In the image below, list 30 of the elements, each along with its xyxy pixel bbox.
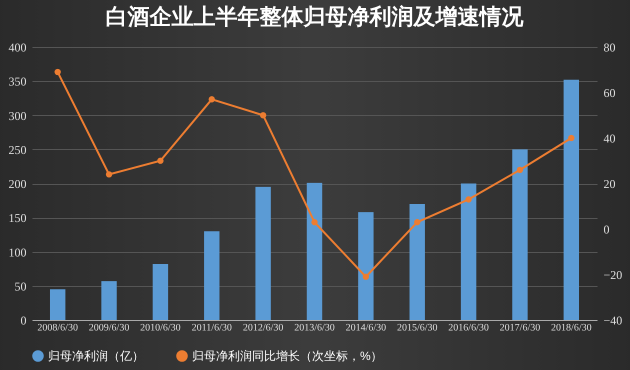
legend-label: 归母净利润同比增长（次坐标，%） xyxy=(192,349,383,363)
x-tick-label: 2009/6/30 xyxy=(88,322,130,334)
x-tick-label: 2016/6/30 xyxy=(448,322,489,334)
x-tick-label: 2014/6/30 xyxy=(346,322,386,334)
y2-tick-label: 40 xyxy=(604,132,616,146)
y2-tick-label: 0 xyxy=(604,222,610,236)
y-tick-label: 200 xyxy=(8,177,26,191)
y2-tick-label: 80 xyxy=(604,40,616,54)
y2-tick-label: 60 xyxy=(604,86,616,100)
x-tick-label: 2010/6/30 xyxy=(140,322,181,334)
y-tick-label: 50 xyxy=(14,279,26,294)
x-tick-label: 2018/6/30 xyxy=(551,322,592,334)
x-tick-label: 2008/6/30 xyxy=(37,322,78,334)
x-tick-label: 2017/6/30 xyxy=(500,322,540,334)
y-tick-label: 100 xyxy=(8,245,26,260)
x-tick-label: 2013/6/30 xyxy=(294,322,335,334)
x-tick-label: 2015/6/30 xyxy=(396,322,438,334)
y-tick-label: 150 xyxy=(8,211,26,226)
y2-tick-label: −20 xyxy=(604,268,622,282)
chart-title: 白酒企业上半年整体归母净利润及增速情况 xyxy=(106,4,524,30)
y-tick-label: 0 xyxy=(20,314,26,328)
y-tick-label: 300 xyxy=(8,108,26,123)
y2-tick-label: 20 xyxy=(604,177,616,191)
y-tick-label: 400 xyxy=(8,40,26,54)
y2-tick-label: −40 xyxy=(604,314,622,328)
x-tick-label: 2011/6/30 xyxy=(192,322,232,334)
y-tick-label: 250 xyxy=(8,142,26,157)
legend-label: 归母净利润（亿） xyxy=(48,349,144,363)
x-tick-label: 2012/6/30 xyxy=(242,322,284,334)
y-tick-label: 350 xyxy=(8,74,26,89)
